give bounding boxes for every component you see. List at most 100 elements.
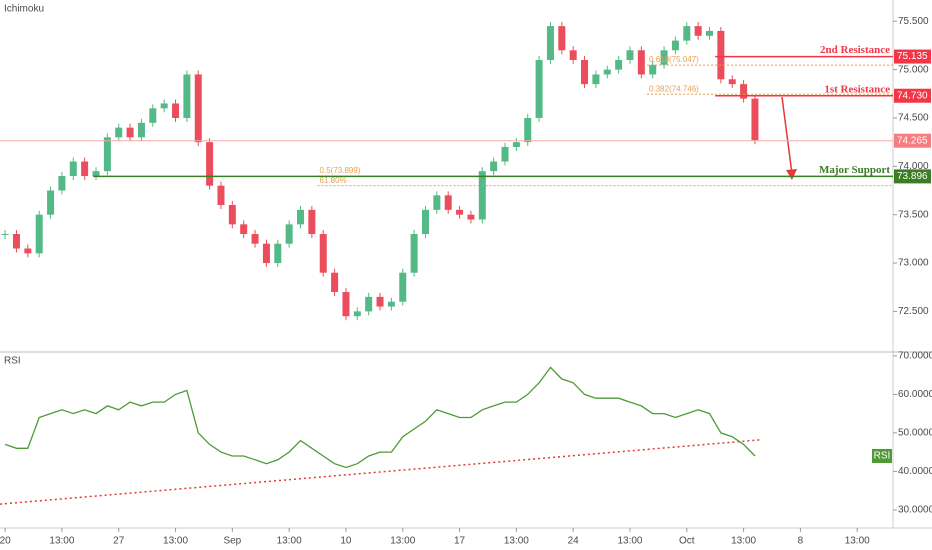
candle bbox=[603, 69, 611, 75]
level-value: 74.730 bbox=[897, 90, 928, 101]
fib-label: 0.382(74.746) bbox=[649, 84, 699, 93]
fib-label: 61.80% bbox=[320, 176, 347, 185]
candle bbox=[467, 214, 475, 220]
candle bbox=[217, 185, 225, 206]
y-tick-label: 70.0000 bbox=[898, 350, 932, 361]
y-tick-label: 30.0000 bbox=[898, 505, 932, 516]
level-label: Major Support bbox=[819, 164, 890, 176]
candle bbox=[501, 146, 509, 162]
x-tick-label: 13:00 bbox=[277, 536, 302, 547]
y-tick-label: 75.500 bbox=[898, 16, 929, 27]
x-tick-label: 13:00 bbox=[845, 536, 870, 547]
candle bbox=[58, 176, 66, 191]
candle bbox=[524, 117, 532, 143]
candle bbox=[660, 50, 668, 65]
candle bbox=[319, 234, 327, 273]
candle bbox=[137, 122, 145, 138]
forecast-arrow bbox=[781, 96, 797, 180]
level-label: 2nd Resistance bbox=[820, 44, 890, 56]
candle bbox=[194, 74, 202, 143]
x-tick-label: 17 bbox=[454, 536, 466, 547]
candle bbox=[183, 74, 191, 118]
candle bbox=[433, 195, 441, 210]
x-tick-label: 24 bbox=[568, 536, 580, 547]
candle bbox=[251, 234, 259, 244]
candle bbox=[740, 84, 748, 99]
candle bbox=[581, 59, 589, 85]
candle bbox=[297, 209, 305, 225]
candle bbox=[558, 26, 566, 51]
candle bbox=[376, 296, 384, 307]
x-tick-label: 13:00 bbox=[163, 536, 188, 547]
level-value-box bbox=[894, 133, 931, 148]
candle bbox=[342, 292, 350, 317]
candle bbox=[172, 103, 180, 118]
candle bbox=[535, 59, 543, 118]
y-tick-label: 40.0000 bbox=[898, 466, 932, 477]
candle bbox=[103, 137, 111, 172]
candle bbox=[546, 26, 554, 60]
candle bbox=[35, 214, 43, 254]
y-tick-label: 74.000 bbox=[898, 161, 929, 172]
level-value: 74.265 bbox=[897, 135, 928, 146]
candle bbox=[353, 311, 361, 317]
rsi-tag-box bbox=[872, 448, 892, 463]
candle bbox=[365, 296, 373, 312]
x-tick-label: 13:00 bbox=[617, 536, 642, 547]
candle bbox=[751, 98, 759, 141]
candle bbox=[387, 301, 395, 307]
candle bbox=[444, 195, 452, 210]
candle bbox=[331, 272, 339, 293]
level-label: 1st Resistance bbox=[824, 83, 890, 95]
candle bbox=[456, 209, 464, 215]
candle bbox=[262, 243, 270, 264]
candle bbox=[649, 64, 657, 75]
rsi-tag: RSI bbox=[874, 451, 891, 462]
level-value: 75.135 bbox=[897, 51, 928, 62]
candle bbox=[274, 243, 282, 264]
level-value-box bbox=[894, 88, 931, 103]
candle bbox=[626, 50, 634, 60]
candle bbox=[1, 234, 9, 236]
x-tick-label: 27 bbox=[113, 536, 125, 547]
candle bbox=[69, 161, 77, 176]
candle bbox=[512, 142, 520, 147]
y-tick-label: 60.0000 bbox=[898, 389, 932, 400]
rsi-pane-title: RSI bbox=[4, 356, 21, 367]
candle bbox=[12, 234, 20, 249]
candle bbox=[285, 224, 293, 244]
level-value: 73.896 bbox=[897, 171, 928, 182]
candle bbox=[399, 272, 407, 302]
candle bbox=[592, 74, 600, 85]
y-tick-label: 74.500 bbox=[898, 113, 929, 124]
candle bbox=[160, 103, 168, 109]
x-tick-label: 8 bbox=[798, 536, 804, 547]
y-tick-label: 50.0000 bbox=[898, 428, 932, 439]
y-tick-label: 75.000 bbox=[898, 64, 929, 75]
candle bbox=[615, 59, 623, 70]
candle bbox=[706, 30, 714, 36]
x-tick-label: 13:00 bbox=[49, 536, 74, 547]
y-tick-label: 73.500 bbox=[898, 209, 929, 220]
candle bbox=[478, 171, 486, 220]
rsi-line bbox=[4, 366, 756, 469]
x-tick-label: 13:00 bbox=[390, 536, 415, 547]
candle bbox=[569, 50, 577, 60]
trendline bbox=[0, 439, 761, 505]
candle bbox=[228, 205, 236, 225]
candle bbox=[126, 127, 134, 138]
price-pane-title: Ichimoku bbox=[4, 4, 44, 15]
x-tick-label: 20 bbox=[0, 536, 11, 547]
candle bbox=[308, 209, 316, 235]
candle bbox=[683, 26, 691, 41]
candle bbox=[24, 248, 32, 254]
candle bbox=[490, 161, 498, 172]
candle bbox=[81, 161, 89, 176]
candle bbox=[47, 190, 55, 215]
candle bbox=[728, 79, 736, 85]
y-tick-label: 73.000 bbox=[898, 258, 929, 269]
level-value-box bbox=[894, 49, 931, 64]
candle bbox=[694, 26, 702, 36]
candle bbox=[206, 142, 214, 186]
